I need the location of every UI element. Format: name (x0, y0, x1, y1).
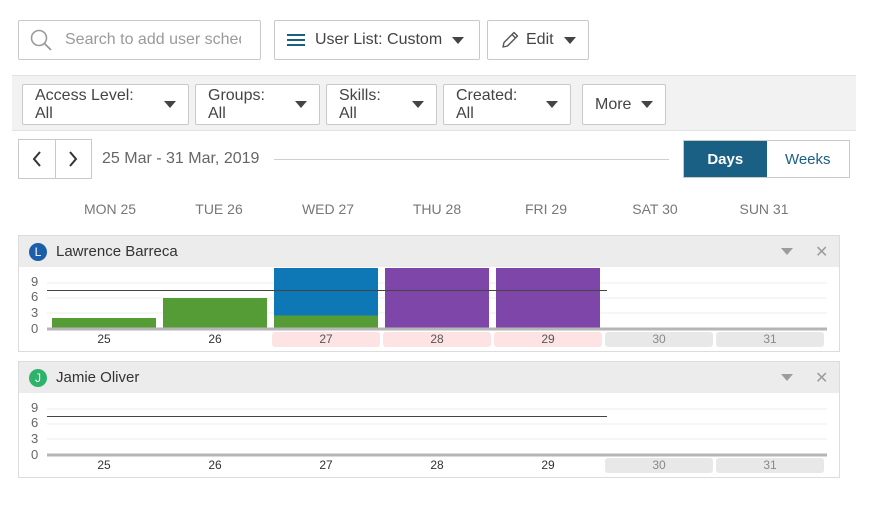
date-range: 25 Mar - 31 Mar, 2019 (102, 150, 260, 167)
day-header: FRI 29 (524, 201, 567, 217)
day-label: 31 (716, 458, 824, 473)
y-tick: 9 (31, 400, 39, 415)
close-icon[interactable]: ✕ (815, 244, 829, 261)
chevron-down-icon[interactable] (781, 374, 793, 381)
chevron-down-icon (641, 101, 654, 108)
filter-groups[interactable]: Groups: All (195, 84, 320, 125)
user-name: Lawrence Barreca (56, 243, 178, 260)
hours-bar[interactable] (163, 298, 267, 328)
filter-label: More (595, 95, 632, 113)
user-schedule-card: J Jamie Oliver ✕ 9 6 3 0 25 26 27 28 29 … (18, 361, 840, 478)
date-nav (18, 139, 92, 179)
y-tick: 0 (31, 321, 39, 336)
day-label: 30 (605, 332, 713, 347)
chevron-down-icon[interactable] (781, 248, 793, 255)
hours-chart: 9 6 3 0 25 26 27 28 29 30 31 (19, 393, 839, 477)
day-header: MON 25 (83, 201, 137, 217)
day-label: 27 (319, 458, 333, 472)
y-tick: 3 (31, 431, 39, 446)
view-toggle: Days Weeks (683, 140, 850, 178)
filter-skills[interactable]: Skills: All (326, 84, 437, 125)
chevron-down-icon (295, 101, 307, 108)
prev-week-button[interactable] (19, 140, 55, 178)
range-divider (274, 159, 669, 160)
day-label: 28 (430, 458, 444, 472)
user-list-label: User List: Custom (315, 31, 443, 48)
search-box[interactable] (18, 20, 261, 60)
y-tick: 3 (31, 305, 39, 320)
day-label: 29 (541, 458, 555, 472)
next-week-button[interactable] (54, 140, 91, 178)
chevron-down-icon (452, 36, 465, 44)
hours-bar[interactable] (385, 268, 489, 328)
user-header: L Lawrence Barreca ✕ (19, 236, 839, 267)
day-label: 31 (716, 332, 824, 347)
day-label: 27 (272, 332, 380, 347)
filter-more[interactable]: More (582, 84, 666, 125)
filter-created[interactable]: Created: All (443, 84, 571, 125)
filter-label: Access Level: All (35, 86, 134, 122)
day-header: SAT 30 (632, 201, 678, 217)
chevron-down-icon (164, 101, 176, 108)
edit-dropdown[interactable]: Edit (487, 20, 589, 60)
user-schedule-card: L Lawrence Barreca ✕ 9 6 3 0 25 26 27 28… (18, 235, 840, 352)
day-label: 28 (383, 332, 491, 347)
chevron-down-icon (546, 101, 558, 108)
day-header: THU 28 (412, 201, 462, 217)
edit-label: Edit (526, 31, 554, 48)
day-header: TUE 26 (195, 201, 243, 217)
day-label: 30 (605, 458, 713, 473)
day-label: 26 (208, 332, 222, 346)
day-label: 25 (97, 332, 111, 346)
hours-bar[interactable] (274, 268, 378, 316)
day-label: 25 (97, 458, 111, 472)
chevron-left-icon (32, 151, 41, 167)
search-icon (30, 29, 52, 51)
filter-access-level[interactable]: Access Level: All (22, 84, 189, 125)
close-icon[interactable]: ✕ (815, 370, 829, 387)
view-days-button[interactable]: Days (684, 141, 767, 177)
filter-label: Created: All (456, 86, 518, 122)
hours-chart-svg (47, 268, 827, 331)
day-label: 26 (208, 458, 222, 472)
chevron-down-icon (412, 101, 424, 108)
search-input[interactable] (63, 30, 243, 50)
pencil-icon (502, 31, 519, 48)
filter-label: Skills: All (339, 86, 381, 122)
chevron-down-icon (563, 36, 576, 44)
list-icon (287, 34, 305, 46)
y-tick: 6 (31, 415, 39, 430)
day-header: WED 27 (301, 201, 355, 217)
hours-chart: 9 6 3 0 25 26 27 28 29 30 31 (19, 267, 839, 351)
day-header: SUN 31 (739, 201, 789, 217)
hours-bar[interactable] (52, 318, 156, 328)
view-weeks-button[interactable]: Weeks (766, 141, 849, 177)
user-name: Jamie Oliver (56, 369, 140, 386)
y-tick: 9 (31, 274, 39, 289)
filter-bar: Access Level: All Groups: All Skills: Al… (12, 75, 856, 131)
hours-bar[interactable] (496, 268, 600, 328)
y-tick: 0 (31, 447, 39, 462)
hours-chart-svg (47, 408, 827, 457)
chevron-right-icon (69, 151, 78, 167)
hours-bar[interactable] (274, 315, 378, 329)
filter-label: Groups: All (208, 86, 265, 122)
user-header: J Jamie Oliver ✕ (19, 362, 839, 393)
avatar: J (29, 368, 47, 387)
y-tick: 6 (31, 289, 39, 304)
day-label: 29 (494, 332, 602, 347)
avatar: L (29, 242, 47, 261)
user-list-dropdown[interactable]: User List: Custom (274, 20, 480, 60)
